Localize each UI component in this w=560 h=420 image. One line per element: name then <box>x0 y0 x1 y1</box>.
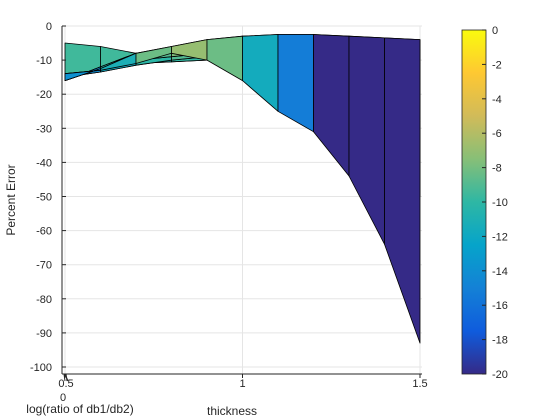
y-tick-group: 0 -10 -20 -30 -40 -50 -60 -70 -80 -90 -100 <box>30 21 66 374</box>
x-tick-label: 0.5 <box>58 378 73 390</box>
y-tick-label: -10 <box>36 55 52 67</box>
x-tick-label: 1 <box>239 378 245 390</box>
y-tick-label: -70 <box>36 260 52 272</box>
y-tick-label: -20 <box>36 89 52 101</box>
colorbar-tick-label: -16 <box>492 300 508 312</box>
colorbar-tick-label: -6 <box>492 128 502 140</box>
depth-axis-label: log(ratio of db1/db2) <box>26 402 133 416</box>
y-axis-label: Percent Error <box>4 164 18 235</box>
y-tick-label: -80 <box>36 294 52 306</box>
colorbar-tick-label: -14 <box>492 266 508 278</box>
colorbar-tick-label: -18 <box>492 335 508 347</box>
x-tick-label: 1.5 <box>412 378 427 390</box>
colorbar-tick-label: -10 <box>492 197 508 209</box>
y-tick-label: -50 <box>36 192 52 204</box>
y-tick-label: -90 <box>36 328 52 340</box>
y-tick-label: -100 <box>30 362 52 374</box>
y-tick-label: -40 <box>36 157 52 169</box>
x-axis-label: thickness <box>207 404 257 418</box>
y-tick-label: -60 <box>36 226 52 238</box>
colorbar-tick-label: -12 <box>492 231 508 243</box>
colorbar-tick-label: -4 <box>492 94 502 106</box>
y-tick-label: 0 <box>46 21 52 33</box>
colorbar-tick-label: -8 <box>492 163 502 175</box>
colorbar-tick-label: -20 <box>492 369 508 381</box>
x-tick-group: 0.5 1 1.5 <box>58 374 427 390</box>
y-tick-label: -30 <box>36 123 52 135</box>
colorbar-tick-label: 0 <box>492 25 498 37</box>
colorbar-tick-label: -2 <box>492 59 502 71</box>
